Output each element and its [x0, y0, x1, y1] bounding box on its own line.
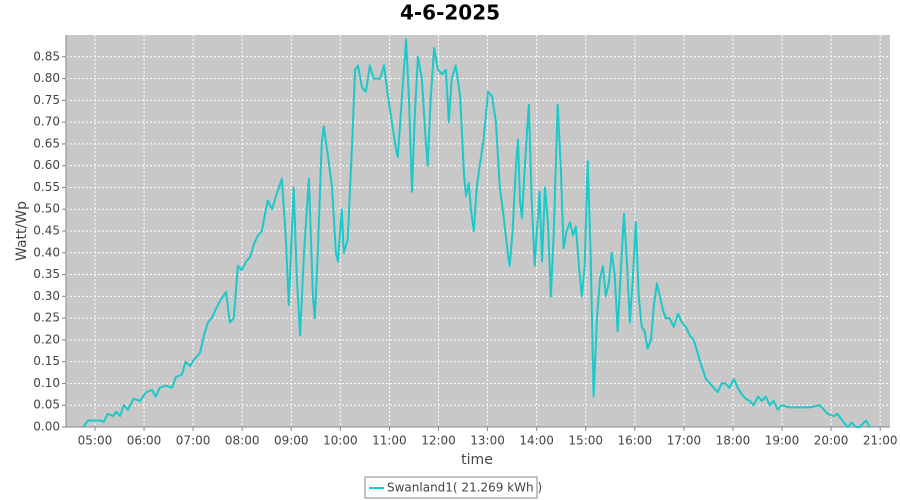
- x-tick-label: 06:00: [127, 434, 162, 448]
- x-tick-label: 20:00: [814, 434, 849, 448]
- y-tick-label: 0.55: [33, 180, 60, 194]
- y-tick-label: 0.65: [33, 136, 60, 150]
- series-line: [82, 38, 871, 428]
- y-tick-label: 0.05: [33, 398, 60, 412]
- y-tick-label: 0.75: [33, 93, 60, 107]
- x-tick-label: 17:00: [667, 434, 702, 448]
- legend-label: Swanland1( 21.269 kWh ): [387, 481, 542, 495]
- y-tick-label: 0.20: [33, 332, 60, 346]
- legend-box: [364, 476, 538, 499]
- y-tick-label: 0.60: [33, 158, 60, 172]
- y-axis-label: Watt/Wp: [14, 201, 30, 261]
- y-tick-label: 0.30: [33, 289, 60, 303]
- y-tick-label: 0.15: [33, 354, 60, 368]
- x-tick-label: 19:00: [765, 434, 800, 448]
- x-tick-label: 11:00: [372, 434, 407, 448]
- y-tick-label: 0.40: [33, 245, 60, 259]
- y-tick-label: 0.70: [33, 115, 60, 129]
- x-tick-label: 14:00: [519, 434, 554, 448]
- x-tick-label: 12:00: [421, 434, 456, 448]
- x-tick-label: 16:00: [618, 434, 653, 448]
- y-tick-label: 0.45: [33, 224, 60, 238]
- y-tick-label: 0.85: [33, 49, 60, 63]
- x-tick-label: 21:00: [863, 434, 898, 448]
- x-tick-label: 07:00: [176, 434, 211, 448]
- x-tick-label: 08:00: [225, 434, 260, 448]
- x-tick-label: 10:00: [323, 434, 358, 448]
- y-tick-label: 0.50: [33, 202, 60, 216]
- y-tick-label: 0.80: [33, 71, 60, 85]
- x-axis-label: time: [461, 452, 493, 468]
- y-tick-label: 0.35: [33, 267, 60, 281]
- x-tick-label: 05:00: [78, 434, 113, 448]
- x-tick-label: 13:00: [470, 434, 505, 448]
- y-tick-label: 0.00: [33, 420, 60, 434]
- y-tick-label: 0.25: [33, 311, 60, 325]
- x-tick-label: 18:00: [716, 434, 751, 448]
- x-tick-label: 09:00: [274, 434, 309, 448]
- chart-title: 4-6-2025: [400, 1, 500, 25]
- x-tick-label: 15:00: [568, 434, 603, 448]
- y-tick-label: 0.10: [33, 376, 60, 390]
